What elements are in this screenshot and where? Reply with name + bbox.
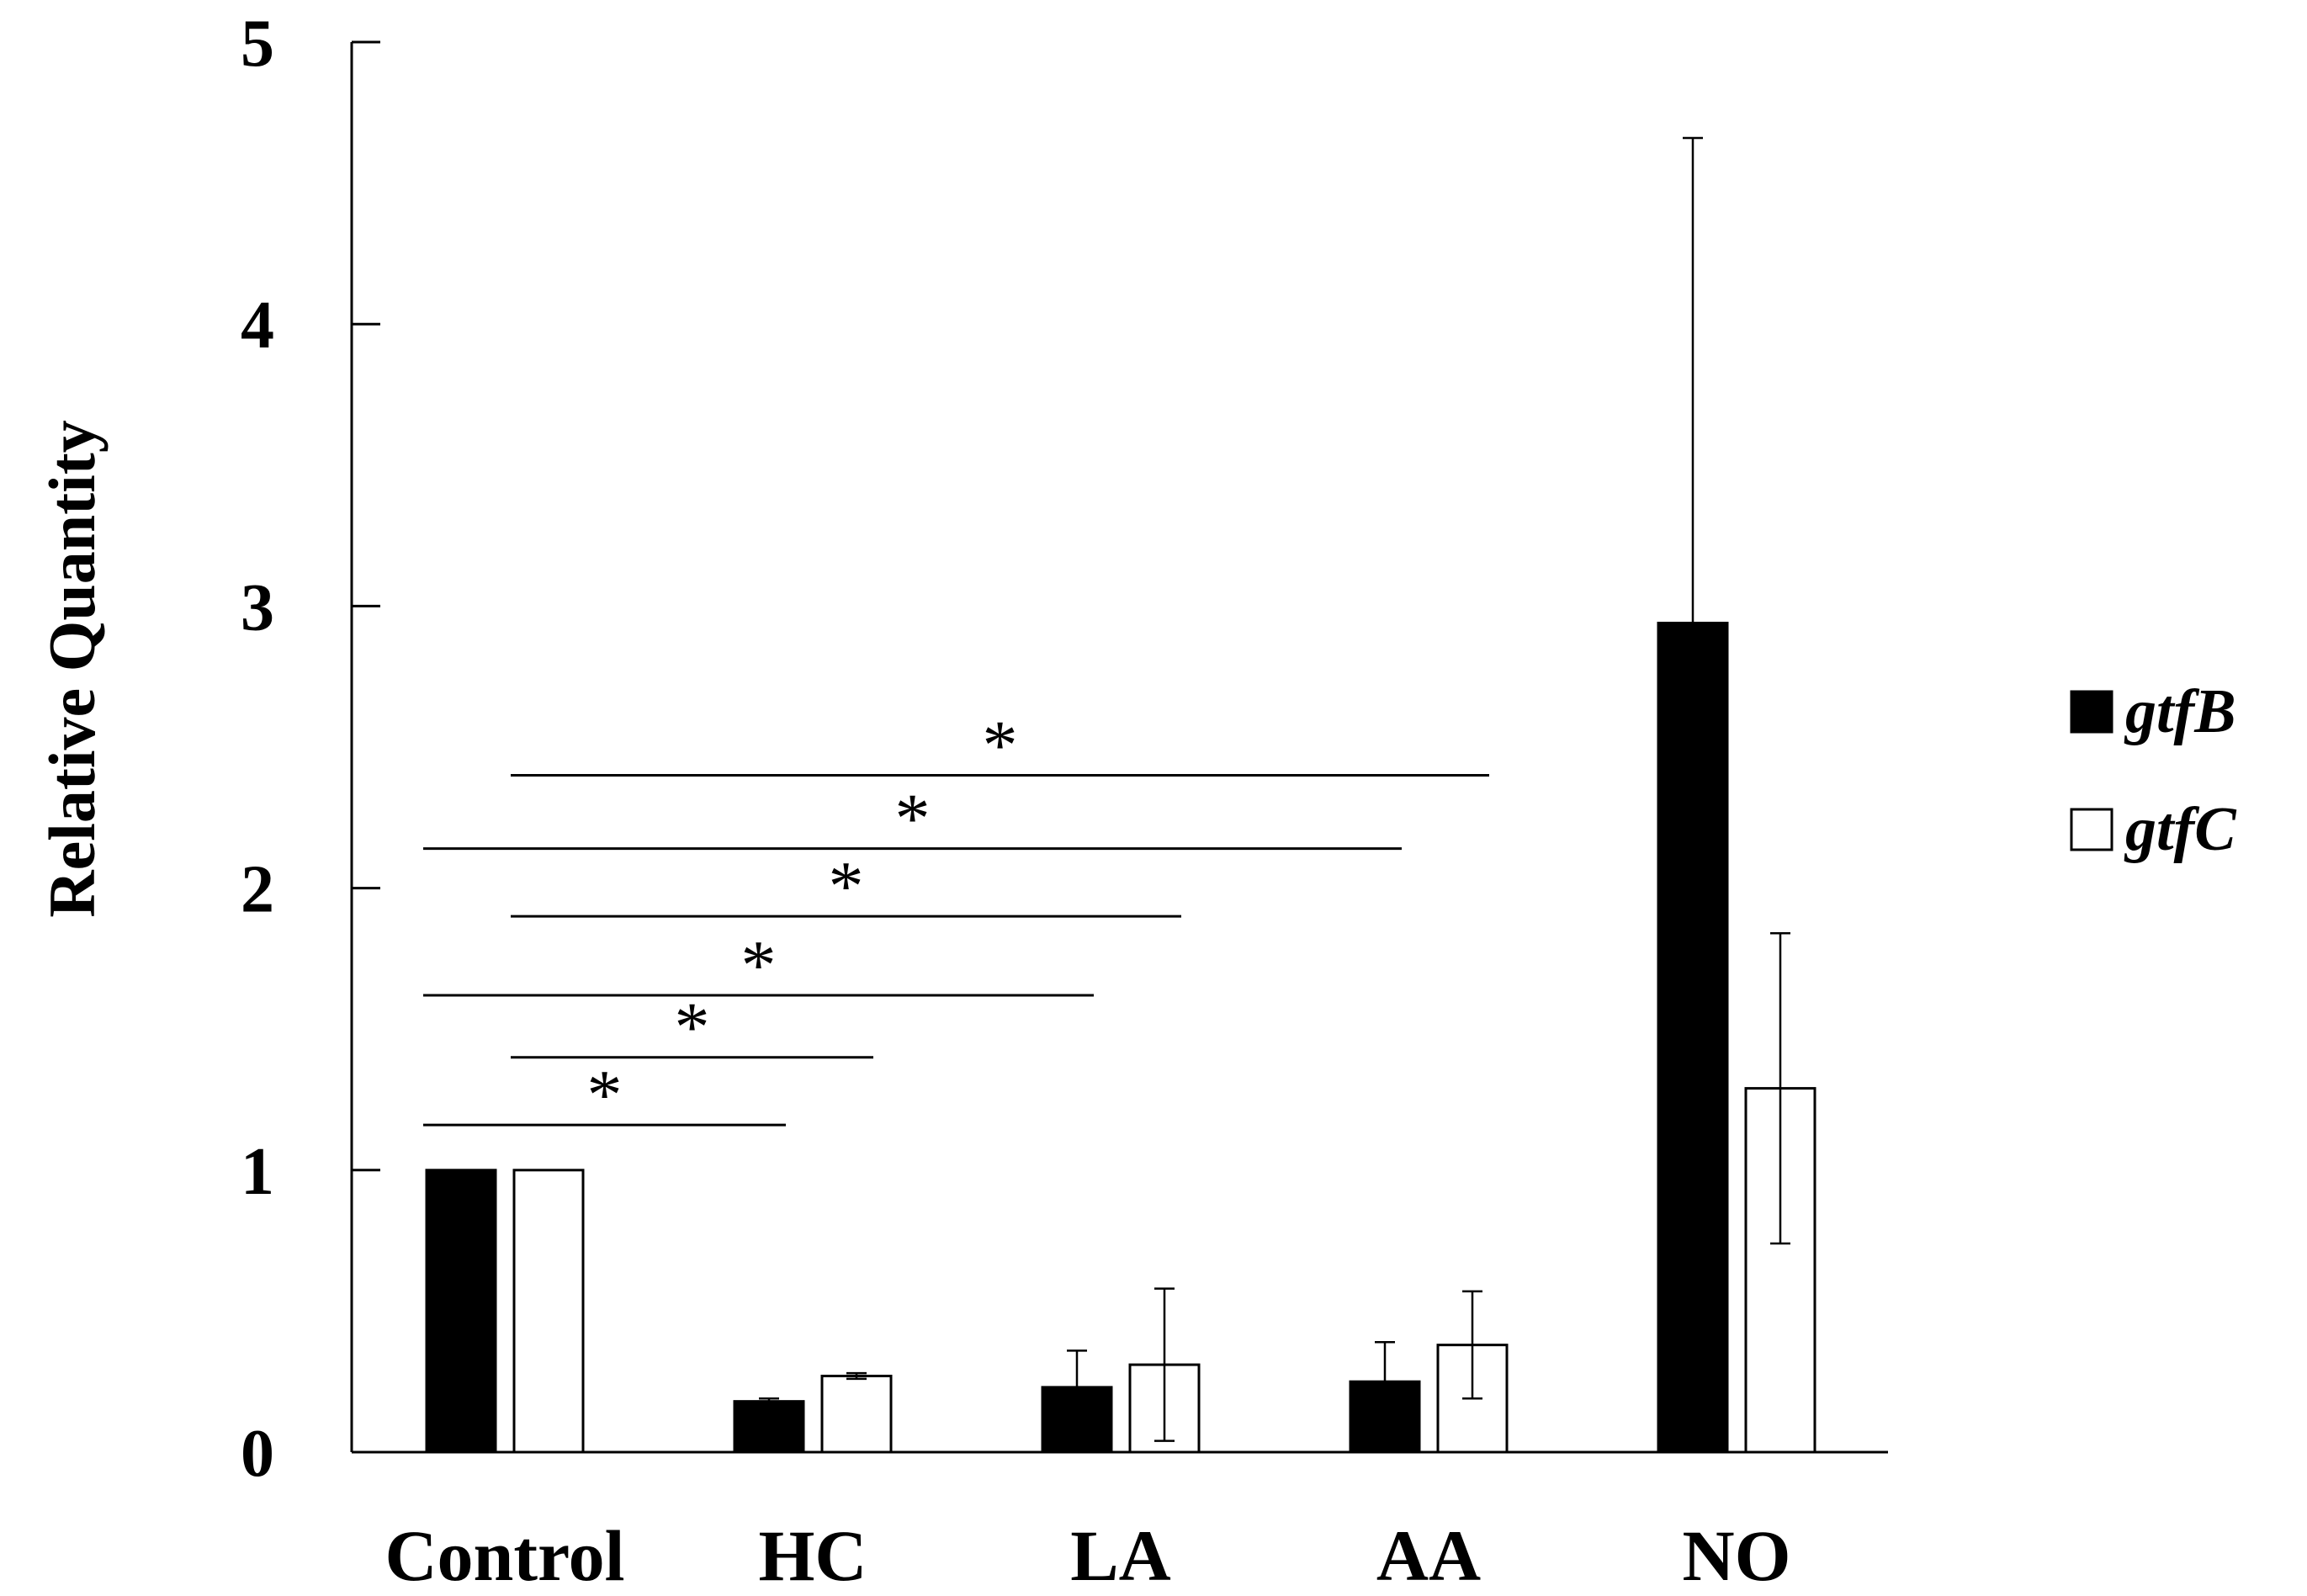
bar-gtfC [820,1374,893,1454]
y-tick-label: 3 [241,570,274,644]
bar-gtfB [733,1400,805,1454]
x-tick-label: Control [384,1515,624,1596]
significance-star: * [741,926,777,1005]
y-tick-label: 5 [241,7,274,81]
bar-gtfB [425,1169,497,1454]
y-tick-label: 0 [241,1417,274,1491]
x-tick-label: HC [759,1515,867,1596]
significance-star: * [895,780,931,858]
x-tick-label: NO [1683,1515,1791,1596]
legend: gtfB gtfC [2070,677,2237,864]
bars [425,136,1816,1454]
significance-star: * [983,707,1018,785]
x-tick-label: AA [1376,1515,1481,1596]
significance-star: * [675,989,710,1067]
x-tick-label: LA [1070,1515,1170,1596]
y-axis-title: Relative Quantity [35,420,109,917]
axes: 0 1 2 3 4 5 Control HC LA AA NO [241,7,1888,1596]
legend-swatch-gtfC [2070,808,2113,851]
significance-star: * [587,1056,623,1134]
significance-star: * [829,847,864,925]
y-tick-label: 2 [241,853,274,927]
y-tick-label: 1 [241,1135,274,1209]
legend-swatch-gtfB [2070,690,2113,734]
bar-gtfC [512,1169,585,1454]
legend-label-gtfC: gtfC [2124,795,2237,864]
significance-brackets: * * * * * * [423,707,1489,1134]
y-tick-label: 4 [241,289,274,363]
legend-label-gtfB: gtfB [2124,677,2236,746]
